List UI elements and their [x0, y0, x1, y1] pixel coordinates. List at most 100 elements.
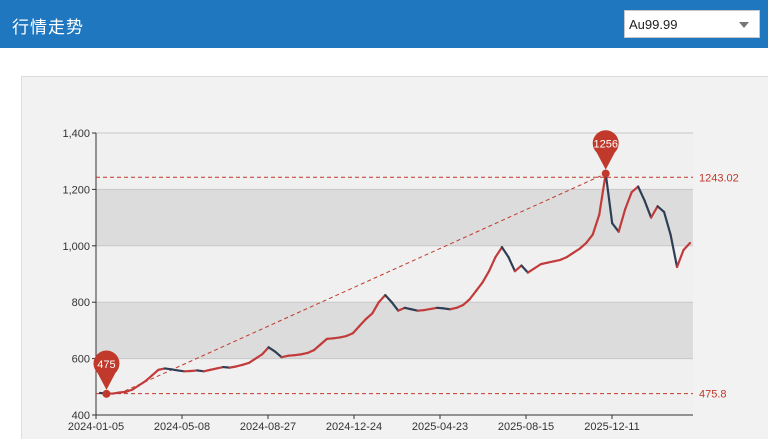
page-title: 行情走势	[12, 18, 84, 37]
price-segment	[144, 374, 153, 383]
price-segment	[299, 351, 309, 356]
price-segment	[260, 346, 270, 356]
x-tick-label: 2025-04-23	[412, 421, 468, 433]
price-segment	[682, 241, 692, 252]
price-segment	[215, 365, 225, 370]
min-ref-label: 475.8	[699, 389, 727, 401]
price-segment	[351, 325, 361, 335]
price-segment	[241, 361, 251, 366]
price-segment	[150, 368, 160, 377]
price-segment	[449, 306, 458, 311]
price-segment	[565, 251, 575, 259]
price-segment	[345, 332, 354, 338]
max-marker-dot	[601, 169, 610, 178]
price-segment	[669, 233, 679, 269]
price-segment	[358, 318, 367, 328]
price-segment	[397, 306, 406, 312]
x-tick-label: 2024-05-08	[154, 421, 210, 433]
price-segment	[520, 264, 530, 274]
price-segment	[533, 263, 542, 270]
price-segment	[598, 172, 607, 216]
chart-panel: 400 600 800 1,000 1,200 1,400 2024-01-05 2024-0…	[21, 76, 768, 439]
price-segment	[487, 255, 497, 273]
price-segment	[662, 210, 672, 236]
price-segment	[649, 205, 659, 219]
y-tick-label: 600	[72, 354, 90, 366]
price-chart[interactable]: 400 600 800 1,000 1,200 1,400 2024-01-05 2024-0…	[22, 77, 768, 439]
chevron-down-icon[interactable]	[739, 22, 749, 28]
price-segment	[364, 312, 374, 321]
price-segment	[254, 353, 264, 360]
price-segment	[513, 264, 523, 273]
price-segment	[312, 343, 322, 352]
price-segment	[630, 185, 640, 194]
y-tick-label: 400	[72, 410, 90, 422]
x-tick-label: 2024-08-27	[240, 421, 296, 433]
price-segment	[624, 191, 633, 211]
price-segment	[546, 260, 555, 264]
price-segment	[403, 306, 413, 311]
price-segment	[390, 301, 400, 312]
max-marker-pin	[592, 130, 619, 170]
grid-band	[96, 189, 693, 246]
header-bar: 行情走势 Au99.99	[0, 0, 768, 48]
price-segment	[384, 294, 393, 304]
price-segment	[604, 172, 614, 225]
price-segment	[539, 261, 549, 266]
price-segment	[377, 294, 387, 304]
price-segment	[461, 298, 471, 307]
price-segment	[124, 388, 134, 393]
price-segment	[273, 350, 283, 359]
price-segment	[306, 349, 316, 355]
price-segment	[455, 303, 465, 309]
price-segment	[526, 267, 536, 274]
y-tick-label: 1,000	[62, 241, 90, 253]
price-segment	[267, 346, 277, 353]
price-segment	[617, 208, 627, 233]
y-tick-label: 1,400	[62, 128, 90, 140]
price-segment	[578, 241, 588, 250]
price-segment	[280, 354, 290, 359]
trend-line	[118, 173, 606, 395]
price-segment	[338, 334, 348, 339]
price-segment	[675, 248, 685, 269]
price-segment	[611, 222, 620, 233]
price-segment	[500, 246, 510, 259]
price-segment	[572, 247, 581, 254]
symbol-select-value: Au99.99	[629, 17, 678, 32]
symbol-select[interactable]: Au99.99	[624, 10, 760, 38]
price-segment	[591, 213, 601, 236]
price-segment	[410, 308, 419, 312]
price-segment	[643, 199, 653, 219]
max-marker-label: 1256	[593, 139, 617, 151]
price-segment	[637, 185, 646, 202]
price-segment	[507, 255, 517, 273]
price-segment	[137, 380, 147, 387]
price-segment	[585, 233, 594, 245]
plot-area	[96, 133, 693, 415]
min-marker-dot	[102, 389, 111, 398]
price-segment	[474, 281, 484, 293]
price-segment	[235, 363, 244, 368]
price-segment	[371, 301, 380, 315]
y-tick-label: 1,200	[62, 184, 90, 196]
x-tick-label: 2025-08-15	[498, 421, 554, 433]
price-segment	[468, 289, 478, 301]
x-tick-label: 2024-12-24	[326, 421, 382, 433]
max-ref-label: 1243.02	[699, 172, 739, 184]
price-segment	[319, 337, 329, 346]
price-segment	[559, 255, 568, 261]
x-tick-label: 2025-12-11	[584, 421, 639, 433]
price-segment	[494, 246, 504, 259]
price-segment	[157, 367, 166, 371]
min-marker-label: 475	[97, 359, 115, 371]
price-segment	[209, 367, 218, 371]
price-segment	[552, 258, 562, 263]
min-marker-pin	[93, 350, 120, 390]
price-segment	[248, 357, 257, 364]
price-segment	[202, 368, 212, 373]
price-segment	[481, 270, 491, 284]
grid-band	[96, 302, 693, 359]
price-segment	[131, 384, 141, 391]
x-tick-label: 2024-01-05	[68, 421, 124, 433]
